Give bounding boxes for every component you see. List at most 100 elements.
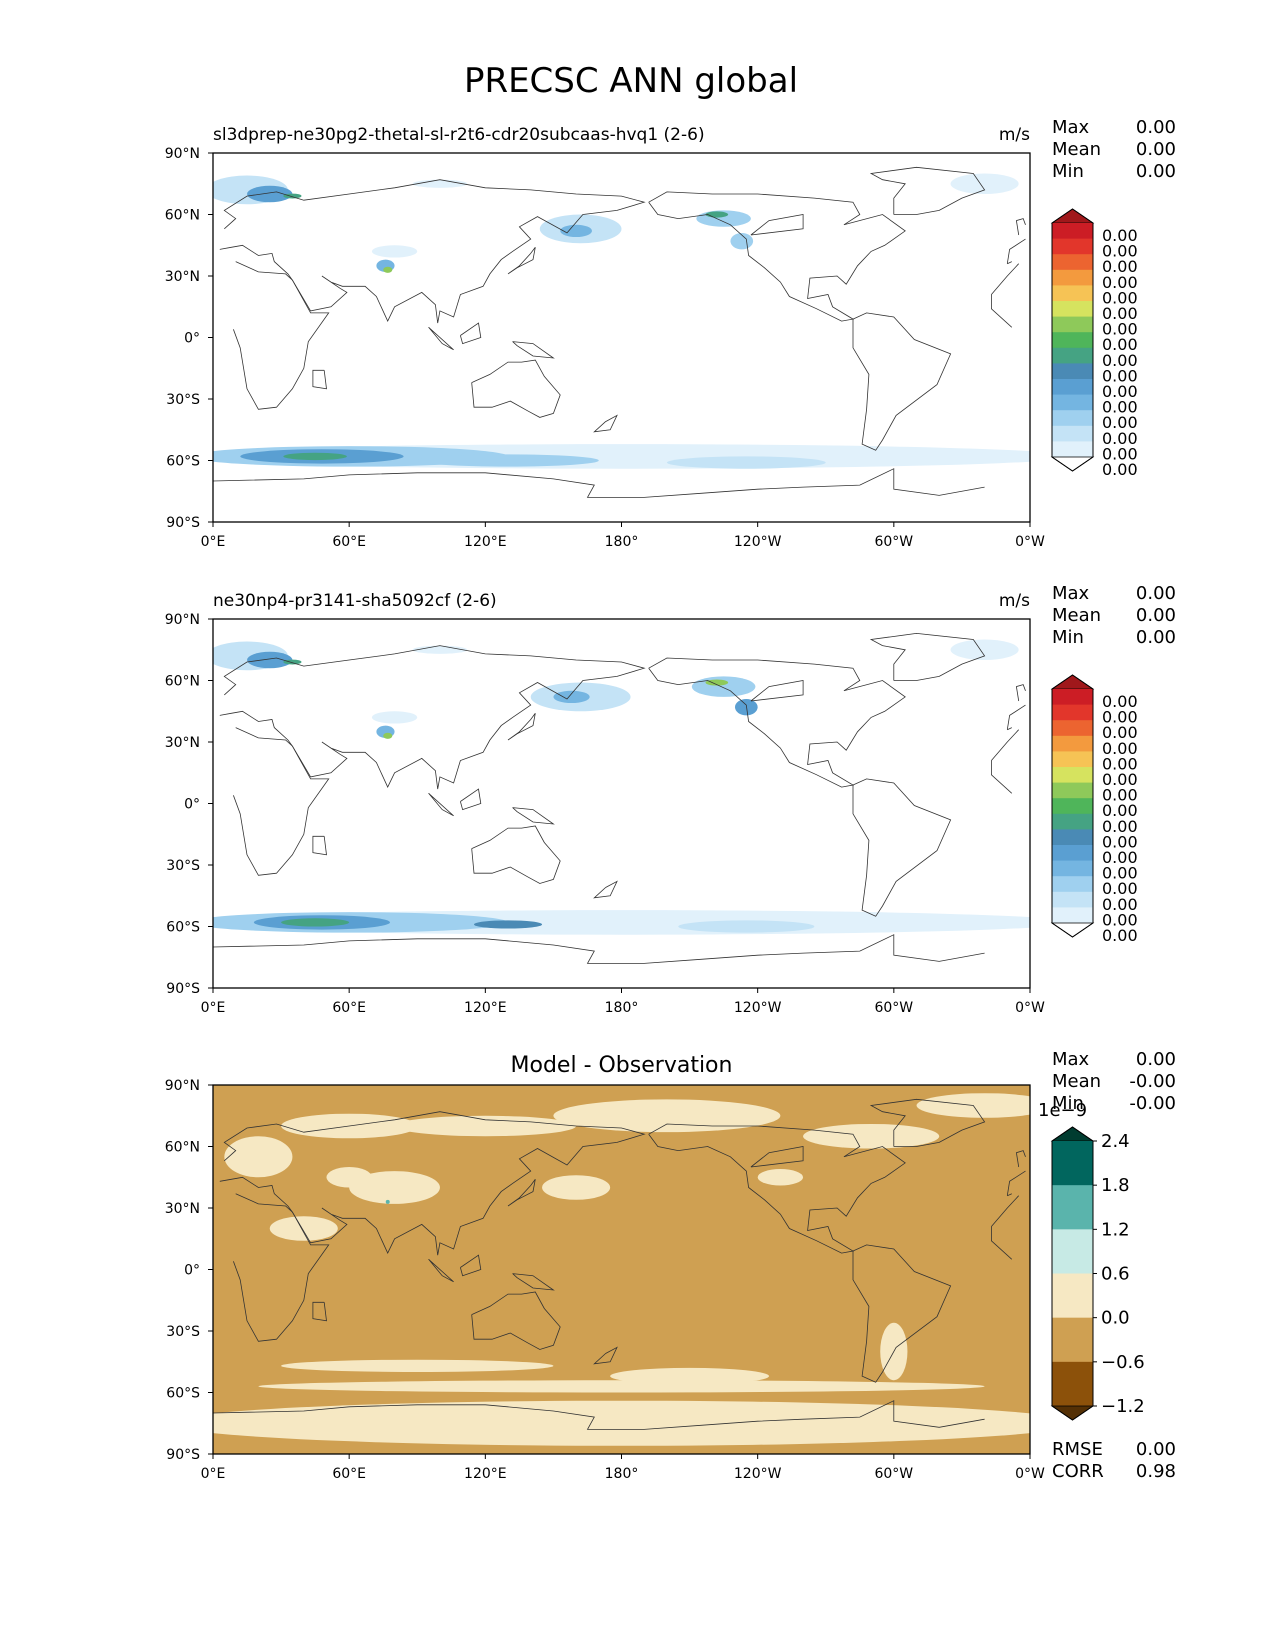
x-tick-label: 0°W xyxy=(1015,1466,1045,1482)
snowfall-contour xyxy=(247,185,293,203)
colorbar-bin xyxy=(1052,1273,1093,1319)
coastline xyxy=(593,1346,618,1365)
y-tick-label: 30°S xyxy=(166,392,200,408)
colorbar-tick-label: 0.00 xyxy=(1102,273,1138,292)
difference-contour xyxy=(385,1199,390,1204)
colorbar-tick-label: 0.00 xyxy=(1102,288,1138,307)
colorbar-bin xyxy=(1052,860,1093,877)
map-field xyxy=(213,1085,1030,1454)
y-tick-label: 90°S xyxy=(166,981,200,997)
coastline xyxy=(460,322,482,345)
colorbar-tick-label: 0.00 xyxy=(1102,320,1138,339)
snowfall-contour xyxy=(247,651,293,669)
colorbar-tick-label: 0.00 xyxy=(1102,304,1138,323)
colorbar-tick-label: 0.00 xyxy=(1102,692,1138,711)
stat-label: Mean xyxy=(1052,139,1101,160)
difference-contour xyxy=(258,1380,985,1393)
colorbar-tick-label: 0.00 xyxy=(1102,382,1138,401)
coastline xyxy=(213,468,985,498)
coastline xyxy=(869,1098,986,1147)
coastline xyxy=(852,1244,952,1383)
coastline xyxy=(471,825,561,884)
coastline xyxy=(1015,684,1026,702)
panel-3: 0°E 60°E 120°E 180° 120°W 60°W 0°W 90°N 60°N 30°N… xyxy=(165,1049,1176,1482)
map-field xyxy=(213,619,1030,988)
coastline xyxy=(1015,1150,1026,1168)
colorbar-bin xyxy=(1052,332,1093,349)
coastline xyxy=(648,1123,906,1254)
stat-value: 0.98 xyxy=(1136,1461,1176,1482)
colorbar-bin xyxy=(1052,813,1093,830)
colorbar-tick-label: 0.00 xyxy=(1102,910,1138,929)
colorbar-bin xyxy=(1052,301,1093,318)
colorbar-bin xyxy=(1052,782,1093,799)
coastline xyxy=(593,880,618,899)
stat-label: Max xyxy=(1052,583,1090,604)
coastline xyxy=(460,1254,482,1277)
colorbar-bin xyxy=(1052,891,1093,908)
coastline xyxy=(750,214,804,236)
colorbar-bin xyxy=(1052,441,1093,458)
coastline xyxy=(233,727,1019,876)
x-tick-label: 120°W xyxy=(734,534,782,550)
colorbar-tick-label: 0.00 xyxy=(1102,708,1138,727)
colorbar-tick-label: 0.00 xyxy=(1102,413,1138,432)
coastline xyxy=(471,1291,561,1350)
snowfall-contour xyxy=(283,193,302,199)
colorbar-bin xyxy=(1052,223,1093,240)
x-tick-label: 60°E xyxy=(332,1466,366,1482)
x-tick-label: 0°E xyxy=(201,1000,226,1016)
x-tick-label: 60°E xyxy=(332,534,366,550)
difference-contour xyxy=(269,1216,338,1241)
y-tick-label: 30°S xyxy=(166,1324,200,1340)
colorbar-tick-label: 1.2 xyxy=(1101,1219,1130,1240)
x-tick-label: 120°E xyxy=(464,534,507,550)
difference-contour xyxy=(542,1175,611,1200)
snowfall-contour xyxy=(412,179,468,188)
colorbar-bin xyxy=(1052,394,1093,411)
y-tick-label: 60°S xyxy=(166,454,200,470)
stat-value: 0.00 xyxy=(1136,139,1176,160)
panel-1: 0°E 60°E 120°E 180° 120°W 60°W 0°W 90°N 60°N 30°N… xyxy=(165,117,1176,550)
coastline xyxy=(512,1273,555,1291)
stat-value: -0.00 xyxy=(1129,1071,1176,1092)
stat-value: 0.00 xyxy=(1136,117,1176,138)
colorbar-tick-label: 0.00 xyxy=(1102,242,1138,261)
colorbar-over-arrow xyxy=(1050,208,1095,224)
colorbar-tick-label: 0.00 xyxy=(1102,879,1138,898)
snowfall-contour xyxy=(705,679,729,686)
coastline xyxy=(233,1193,1019,1342)
snowfall-contour xyxy=(371,711,418,724)
y-tick-label: 0° xyxy=(184,1263,200,1279)
colorbar-tick-label: 0.00 xyxy=(1102,460,1138,479)
colorbar-tick-label: 0.00 xyxy=(1102,226,1138,245)
colorbar-bin xyxy=(1052,735,1093,752)
colorbar-bin xyxy=(1052,410,1093,427)
coastline xyxy=(648,191,906,322)
stat-value: 0.00 xyxy=(1136,161,1176,182)
stat-label: Min xyxy=(1052,1093,1084,1114)
panel-title: Model - Observation xyxy=(511,1053,733,1078)
colorbar-tick-label: 0.00 xyxy=(1102,398,1138,417)
stat-value: 0.00 xyxy=(1136,1439,1176,1460)
y-tick-label: 60°N xyxy=(165,1140,200,1156)
colorbar-bin xyxy=(1052,238,1093,255)
x-tick-label: 120°W xyxy=(734,1466,782,1482)
snowfall-contour xyxy=(412,645,468,654)
colorbar-over-arrow xyxy=(1050,674,1095,690)
stat-label: Min xyxy=(1052,161,1084,182)
coastline xyxy=(312,835,327,856)
colorbar-bin xyxy=(1052,1229,1093,1274)
colorbar-bin xyxy=(1052,751,1093,768)
difference-contour xyxy=(281,1359,554,1372)
difference-contour xyxy=(394,1115,577,1137)
colorbar-tick-label: 0.00 xyxy=(1102,351,1138,370)
panel-title: ne30np4-pr3141-sha5092cf (2-6) xyxy=(213,591,497,611)
colorbar-bin xyxy=(1052,704,1093,721)
snowfall-contour xyxy=(678,920,815,933)
coastline xyxy=(869,166,986,215)
colorbar-over-arrow xyxy=(1050,1126,1095,1142)
x-tick-label: 60°W xyxy=(874,1466,913,1482)
snowfall-contour xyxy=(950,173,1019,194)
snowfall-contour xyxy=(383,266,393,273)
